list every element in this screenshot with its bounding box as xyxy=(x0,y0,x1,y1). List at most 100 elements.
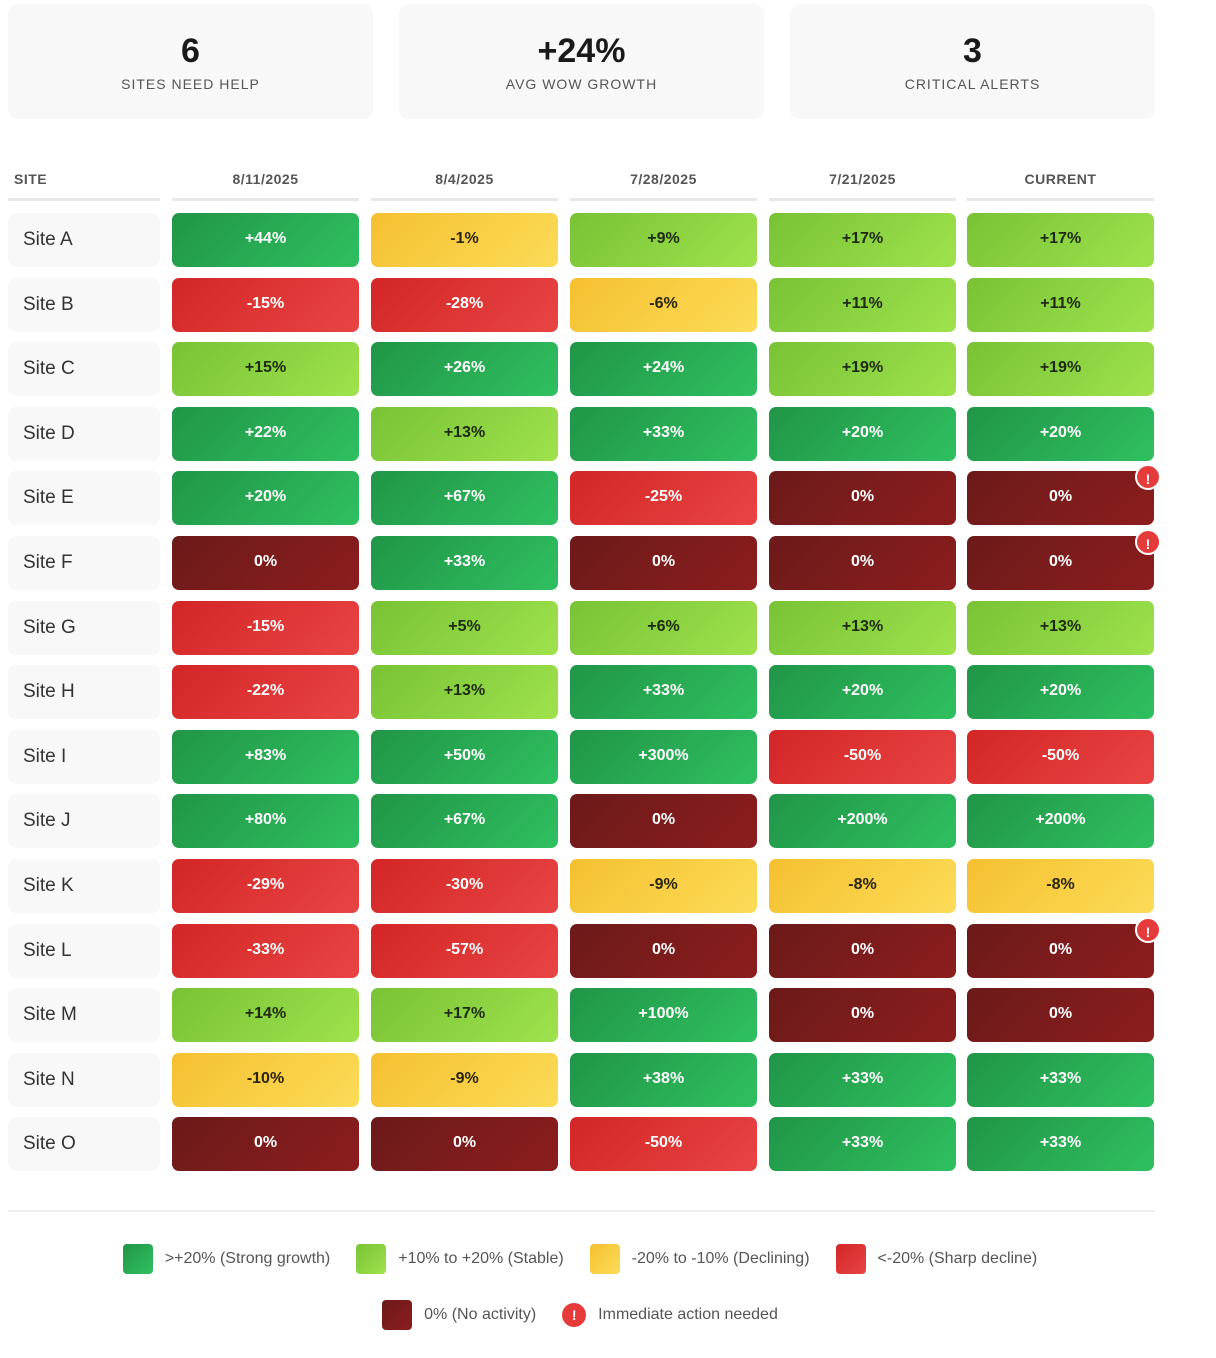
legend-item: 0% (No activity) xyxy=(382,1300,536,1330)
metric-cell[interactable]: -22% xyxy=(172,665,359,720)
metric-cell[interactable]: +13% xyxy=(371,665,558,720)
metric-cell[interactable]: +20% xyxy=(967,665,1154,720)
metric-cell[interactable]: +11% xyxy=(967,277,1154,332)
metric-cell[interactable]: +33% xyxy=(967,1052,1154,1107)
metric-cell[interactable]: 0% xyxy=(570,923,757,978)
cell-value: 0% xyxy=(651,553,676,570)
metric-cell[interactable]: 0% xyxy=(769,536,956,590)
summary-label: AVG WOW GROWTH xyxy=(505,76,658,92)
metric-cell[interactable]: +19% xyxy=(769,342,956,397)
site-name: Site J xyxy=(8,794,160,849)
metric-cell[interactable]: +9% xyxy=(570,213,757,267)
cell-value: +33% xyxy=(443,553,486,570)
alert-icon[interactable]: ! xyxy=(1135,464,1161,491)
metric-cell[interactable]: +22% xyxy=(172,406,359,461)
metric-cell[interactable]: -28% xyxy=(371,277,558,332)
metric-cell[interactable]: +20% xyxy=(172,471,359,526)
metric-cell[interactable]: 0% xyxy=(967,988,1154,1043)
cell-value: +13% xyxy=(443,682,486,700)
cell-value: +19% xyxy=(1039,359,1082,377)
alert-icon[interactable]: ! xyxy=(1135,916,1161,943)
metric-cell[interactable]: 0% xyxy=(172,1117,359,1172)
metric-cell[interactable]: 0%! xyxy=(967,464,1161,526)
metric-cell[interactable]: +20% xyxy=(769,406,956,461)
cell-value: +67% xyxy=(443,811,486,829)
metric-cell[interactable]: -50% xyxy=(769,729,956,784)
metric-cell[interactable]: 0% xyxy=(371,1117,558,1172)
metric-cell[interactable]: 0% xyxy=(769,988,956,1043)
metric-cell[interactable]: +13% xyxy=(967,600,1154,655)
metric-cell[interactable]: +26% xyxy=(371,342,558,397)
site-name: Site D xyxy=(8,406,160,461)
metric-cell[interactable]: +300% xyxy=(570,729,757,784)
cell-value: -30% xyxy=(445,876,484,893)
cell-value: 0% xyxy=(1048,940,1073,958)
cell-value: -9% xyxy=(649,876,678,893)
metric-cell[interactable]: +80% xyxy=(172,794,359,849)
metric-cell[interactable]: +19% xyxy=(967,342,1154,397)
metric-cell[interactable]: +13% xyxy=(371,406,558,461)
metric-cell[interactable]: -29% xyxy=(172,859,359,913)
metric-cell[interactable]: +33% xyxy=(570,665,757,720)
metric-cell[interactable]: -10% xyxy=(172,1052,359,1107)
metric-cell[interactable]: 0% xyxy=(172,536,359,590)
cell-value: 0% xyxy=(850,940,875,958)
cell-value: -8% xyxy=(848,876,877,893)
metric-cell[interactable]: 0%! xyxy=(967,916,1161,978)
metric-cell[interactable]: +20% xyxy=(967,406,1154,461)
alert-icon[interactable]: ! xyxy=(1135,529,1161,555)
metric-cell[interactable]: +17% xyxy=(967,213,1154,267)
cell-value: -50% xyxy=(1041,746,1080,764)
metric-cell[interactable]: +5% xyxy=(371,600,558,655)
metric-cell[interactable]: -9% xyxy=(371,1052,558,1107)
metric-cell[interactable]: +200% xyxy=(967,794,1154,849)
metric-cell[interactable]: -50% xyxy=(967,729,1154,784)
metric-cell[interactable]: 0% xyxy=(769,471,956,526)
cell-value: +11% xyxy=(1040,294,1081,312)
metric-cell[interactable]: -15% xyxy=(172,277,359,332)
metric-cell[interactable]: -50% xyxy=(570,1117,757,1172)
metric-cell[interactable]: +83% xyxy=(172,729,359,784)
legend-swatch xyxy=(835,1244,866,1274)
metric-cell[interactable]: 0%! xyxy=(967,529,1161,590)
metric-cell[interactable]: +33% xyxy=(769,1117,956,1172)
metric-cell[interactable]: +13% xyxy=(769,600,956,655)
cell-value: 0% xyxy=(651,940,676,958)
metric-cell[interactable]: +33% xyxy=(769,1052,956,1107)
metric-cell[interactable]: -8% xyxy=(769,859,956,913)
metric-cell[interactable]: +11% xyxy=(769,277,956,332)
metric-cell[interactable]: +100% xyxy=(570,988,757,1043)
metric-cell[interactable]: -15% xyxy=(172,600,359,655)
metric-cell[interactable]: -8% xyxy=(967,859,1154,913)
metric-cell[interactable]: +14% xyxy=(172,988,359,1043)
metric-cell[interactable]: -33% xyxy=(172,923,359,978)
metric-cell[interactable]: +6% xyxy=(570,600,757,655)
cell-value: +9% xyxy=(647,230,680,247)
cell-value: +83% xyxy=(244,746,287,764)
metric-cell[interactable]: -25% xyxy=(570,471,757,526)
metric-cell[interactable]: +15% xyxy=(172,342,359,397)
cell-value: 0% xyxy=(1048,1005,1073,1023)
metric-cell[interactable]: +38% xyxy=(570,1052,757,1107)
metric-cell[interactable]: +67% xyxy=(371,794,558,849)
metric-cell[interactable]: +67% xyxy=(371,471,558,526)
metric-cell[interactable]: +44% xyxy=(172,213,359,267)
metric-cell[interactable]: -1% xyxy=(371,213,558,267)
metric-cell[interactable]: +50% xyxy=(371,729,558,784)
metric-cell[interactable]: +17% xyxy=(371,988,558,1043)
metric-cell[interactable]: +200% xyxy=(769,794,956,849)
metric-cell[interactable]: 0% xyxy=(570,794,757,849)
metric-cell[interactable]: +33% xyxy=(371,536,558,590)
metric-cell[interactable]: +24% xyxy=(570,342,757,397)
metric-cell[interactable]: +17% xyxy=(769,213,956,267)
metric-cell[interactable]: -6% xyxy=(570,277,757,332)
metric-cell[interactable]: -30% xyxy=(371,859,558,913)
cell-value: +33% xyxy=(642,682,685,700)
metric-cell[interactable]: -9% xyxy=(570,859,757,913)
metric-cell[interactable]: 0% xyxy=(769,923,956,978)
metric-cell[interactable]: -57% xyxy=(371,923,558,978)
metric-cell[interactable]: 0% xyxy=(570,536,757,590)
metric-cell[interactable]: +33% xyxy=(967,1117,1154,1172)
metric-cell[interactable]: +20% xyxy=(769,665,956,720)
metric-cell[interactable]: +33% xyxy=(570,406,757,461)
